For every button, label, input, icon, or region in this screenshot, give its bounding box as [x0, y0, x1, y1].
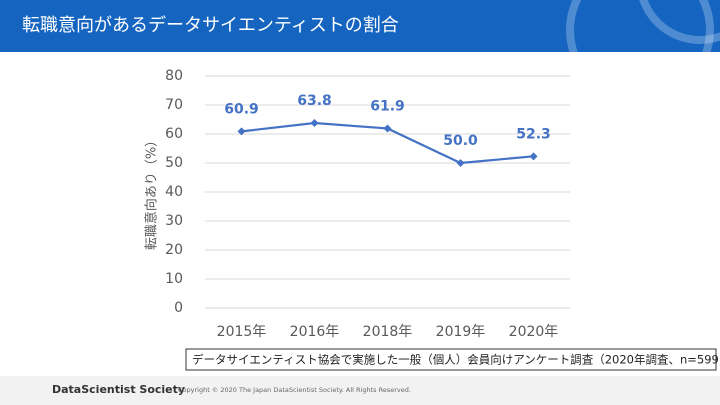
data-label: 60.9: [224, 101, 259, 117]
data-label: 52.3: [516, 126, 551, 142]
x-tick-label: 2018年: [363, 324, 413, 340]
y-tick-label: 40: [165, 184, 183, 200]
y-axis-label: 転職意向あり（%）: [144, 134, 160, 250]
data-label: 61.9: [370, 98, 405, 114]
note-box: [185, 348, 717, 371]
x-tick-label: 2015年: [217, 324, 267, 340]
data-point: [237, 127, 246, 136]
y-tick-label: 30: [165, 213, 183, 229]
y-tick-label: 80: [165, 68, 183, 84]
data-point: [456, 159, 465, 167]
header-decoration: [566, 0, 720, 104]
x-tick-label: 2019年: [436, 324, 486, 340]
header-bar: [0, 0, 720, 52]
y-tick-label: 20: [165, 242, 183, 258]
data-label: 50.0: [443, 133, 478, 149]
y-tick-label: 50: [165, 155, 183, 171]
data-point: [529, 152, 538, 161]
y-tick-label: 60: [165, 126, 183, 142]
data-point: [310, 118, 319, 127]
y-tick-label: 70: [165, 97, 183, 113]
y-tick-label: 10: [165, 271, 183, 287]
plot: 0 10 20 30 40 50 60 70 80 2015年 2016年 2018年 2019年 202…: [165, 68, 570, 340]
note: データサイエンティスト協会で実施した一般（個人）会員向けアンケート調査（2020…: [192, 353, 720, 367]
slide-title: 転職意向があるデータサイエンティストの割合: [22, 15, 399, 36]
footer-bar: [0, 376, 720, 405]
footer-copyright: Copyright © 2020 The Japan DataScientist…: [178, 386, 411, 394]
x-tick-label: 2016年: [290, 324, 340, 340]
y-tick-label: 0: [174, 300, 183, 316]
footer-brand: DataScientist Society: [52, 383, 185, 396]
x-tick-label: 2020年: [509, 324, 559, 340]
data-label: 63.8: [297, 93, 332, 109]
data-point: [383, 124, 392, 133]
